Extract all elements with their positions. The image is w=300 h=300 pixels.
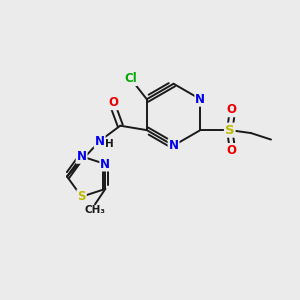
Text: Cl: Cl [124, 72, 137, 85]
Text: N: N [195, 93, 205, 106]
Text: S: S [77, 190, 86, 203]
Text: CH₃: CH₃ [85, 205, 106, 215]
Text: N: N [76, 150, 87, 163]
Text: N: N [95, 134, 105, 148]
Text: N: N [100, 158, 110, 170]
Text: O: O [227, 144, 237, 157]
Text: S: S [225, 124, 235, 136]
Text: H: H [105, 139, 113, 149]
Text: O: O [227, 103, 237, 116]
Text: N: N [169, 139, 178, 152]
Text: O: O [109, 96, 119, 109]
